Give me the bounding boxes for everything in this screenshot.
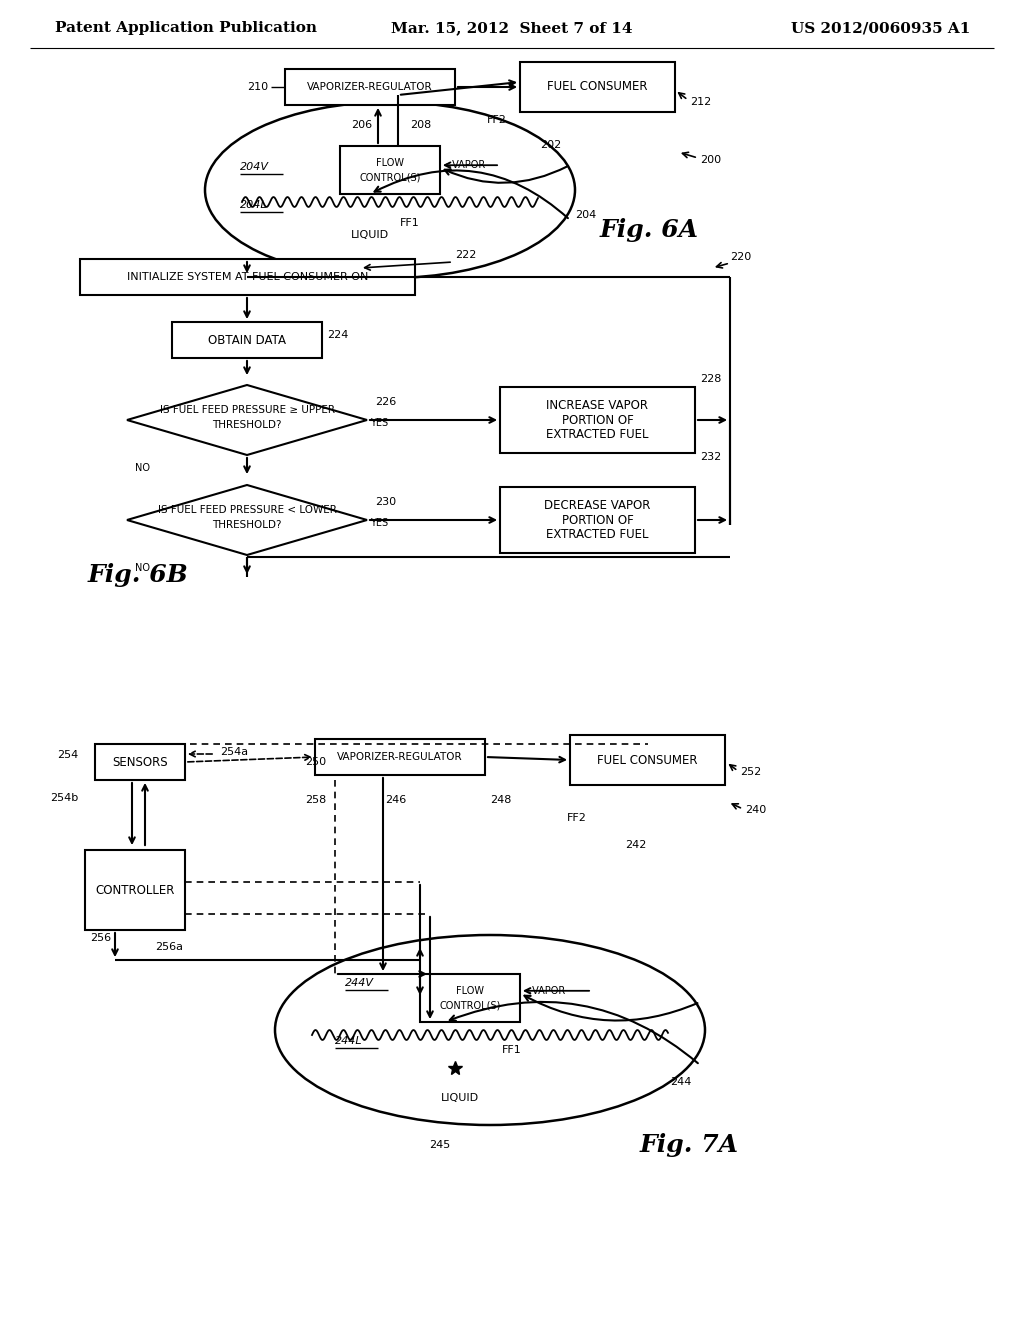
Text: YES: YES bbox=[370, 517, 388, 528]
Text: 245: 245 bbox=[429, 1140, 451, 1150]
Bar bbox=[85, 850, 185, 931]
Text: CONTROLLER: CONTROLLER bbox=[95, 883, 175, 896]
Text: 242: 242 bbox=[625, 840, 646, 850]
Bar bbox=[420, 974, 520, 1022]
Text: FF1: FF1 bbox=[400, 218, 420, 228]
Text: Fig. 6A: Fig. 6A bbox=[600, 218, 699, 242]
Text: FLOW: FLOW bbox=[456, 986, 484, 995]
Text: 254b: 254b bbox=[50, 793, 78, 803]
Text: FUEL CONSUMER: FUEL CONSUMER bbox=[547, 81, 648, 94]
Text: 204V: 204V bbox=[240, 162, 269, 172]
Text: 228: 228 bbox=[700, 374, 721, 384]
Text: NO: NO bbox=[135, 564, 150, 573]
Text: IS FUEL FEED PRESSURE < LOWER: IS FUEL FEED PRESSURE < LOWER bbox=[158, 506, 337, 515]
Text: 248: 248 bbox=[490, 795, 511, 805]
Text: 226: 226 bbox=[375, 397, 396, 407]
Text: 256: 256 bbox=[90, 933, 112, 942]
Text: 232: 232 bbox=[700, 451, 721, 462]
Text: 244L: 244L bbox=[335, 1036, 362, 1045]
Text: 244V: 244V bbox=[345, 978, 374, 987]
Bar bbox=[570, 735, 725, 785]
Bar bbox=[315, 739, 485, 775]
Text: LIQUID: LIQUID bbox=[351, 230, 389, 240]
Text: 244: 244 bbox=[670, 1077, 691, 1086]
Text: Mar. 15, 2012  Sheet 7 of 14: Mar. 15, 2012 Sheet 7 of 14 bbox=[391, 21, 633, 36]
Text: 206: 206 bbox=[351, 120, 372, 131]
Text: NO: NO bbox=[135, 463, 150, 473]
Ellipse shape bbox=[275, 935, 705, 1125]
Text: DECREASE VAPOR: DECREASE VAPOR bbox=[545, 499, 650, 512]
Text: VAPORIZER-REGULATOR: VAPORIZER-REGULATOR bbox=[307, 82, 433, 92]
Text: 224: 224 bbox=[327, 330, 348, 341]
Text: OBTAIN DATA: OBTAIN DATA bbox=[208, 334, 286, 346]
Bar bbox=[500, 487, 695, 553]
Text: VAPORIZER-REGULATOR: VAPORIZER-REGULATOR bbox=[337, 752, 463, 762]
Text: <VAPOR: <VAPOR bbox=[524, 986, 565, 995]
Text: 250: 250 bbox=[305, 756, 326, 767]
Polygon shape bbox=[127, 385, 367, 455]
Polygon shape bbox=[127, 484, 367, 554]
Bar bbox=[80, 259, 415, 294]
Text: 212: 212 bbox=[690, 96, 712, 107]
Text: 254a: 254a bbox=[220, 747, 248, 756]
Text: 254: 254 bbox=[56, 750, 78, 760]
Text: FF1: FF1 bbox=[502, 1045, 522, 1055]
Text: FF2: FF2 bbox=[487, 115, 507, 125]
Text: FLOW: FLOW bbox=[376, 158, 404, 168]
Text: 246: 246 bbox=[385, 795, 407, 805]
Text: 220: 220 bbox=[730, 252, 752, 261]
Text: CONTROL(S): CONTROL(S) bbox=[439, 1001, 501, 1010]
Text: PORTION OF: PORTION OF bbox=[561, 513, 634, 527]
Ellipse shape bbox=[205, 102, 575, 279]
Text: 210: 210 bbox=[247, 82, 268, 92]
Text: 200: 200 bbox=[700, 154, 721, 165]
Text: 230: 230 bbox=[375, 498, 396, 507]
Text: SENSORS: SENSORS bbox=[113, 755, 168, 768]
Text: PORTION OF: PORTION OF bbox=[561, 413, 634, 426]
Text: <VAPOR: <VAPOR bbox=[444, 160, 485, 170]
Text: 256a: 256a bbox=[155, 942, 183, 952]
Text: FUEL CONSUMER: FUEL CONSUMER bbox=[597, 754, 697, 767]
Text: 208: 208 bbox=[410, 120, 431, 131]
Text: EXTRACTED FUEL: EXTRACTED FUEL bbox=[546, 528, 649, 541]
Text: INITIALIZE SYSTEM AT FUEL CONSUMER ON: INITIALIZE SYSTEM AT FUEL CONSUMER ON bbox=[127, 272, 369, 282]
Text: THRESHOLD?: THRESHOLD? bbox=[212, 520, 282, 531]
Text: LIQUID: LIQUID bbox=[441, 1093, 479, 1104]
Text: Fig. 7A: Fig. 7A bbox=[640, 1133, 739, 1158]
Bar bbox=[520, 62, 675, 112]
Text: FF2: FF2 bbox=[567, 813, 587, 822]
Bar bbox=[285, 69, 455, 106]
Text: US 2012/0060935 A1: US 2012/0060935 A1 bbox=[791, 21, 970, 36]
Text: 240: 240 bbox=[745, 805, 766, 814]
Bar bbox=[500, 387, 695, 453]
Text: 202: 202 bbox=[540, 140, 561, 150]
Text: INCREASE VAPOR: INCREASE VAPOR bbox=[547, 399, 648, 412]
Text: THRESHOLD?: THRESHOLD? bbox=[212, 420, 282, 430]
Text: 204L: 204L bbox=[240, 201, 267, 210]
Bar bbox=[340, 147, 440, 194]
Text: 252: 252 bbox=[740, 767, 761, 777]
Text: Patent Application Publication: Patent Application Publication bbox=[55, 21, 317, 36]
Bar bbox=[172, 322, 322, 358]
Text: IS FUEL FEED PRESSURE ≥ UPPER: IS FUEL FEED PRESSURE ≥ UPPER bbox=[160, 405, 335, 414]
Text: Fig. 6B: Fig. 6B bbox=[88, 564, 188, 587]
Text: 222: 222 bbox=[455, 249, 476, 260]
Text: 258: 258 bbox=[305, 795, 327, 805]
Text: 204: 204 bbox=[575, 210, 596, 220]
Text: YES: YES bbox=[370, 418, 388, 428]
Text: CONTROL(S): CONTROL(S) bbox=[359, 172, 421, 182]
Bar bbox=[95, 744, 185, 780]
Text: EXTRACTED FUEL: EXTRACTED FUEL bbox=[546, 428, 649, 441]
